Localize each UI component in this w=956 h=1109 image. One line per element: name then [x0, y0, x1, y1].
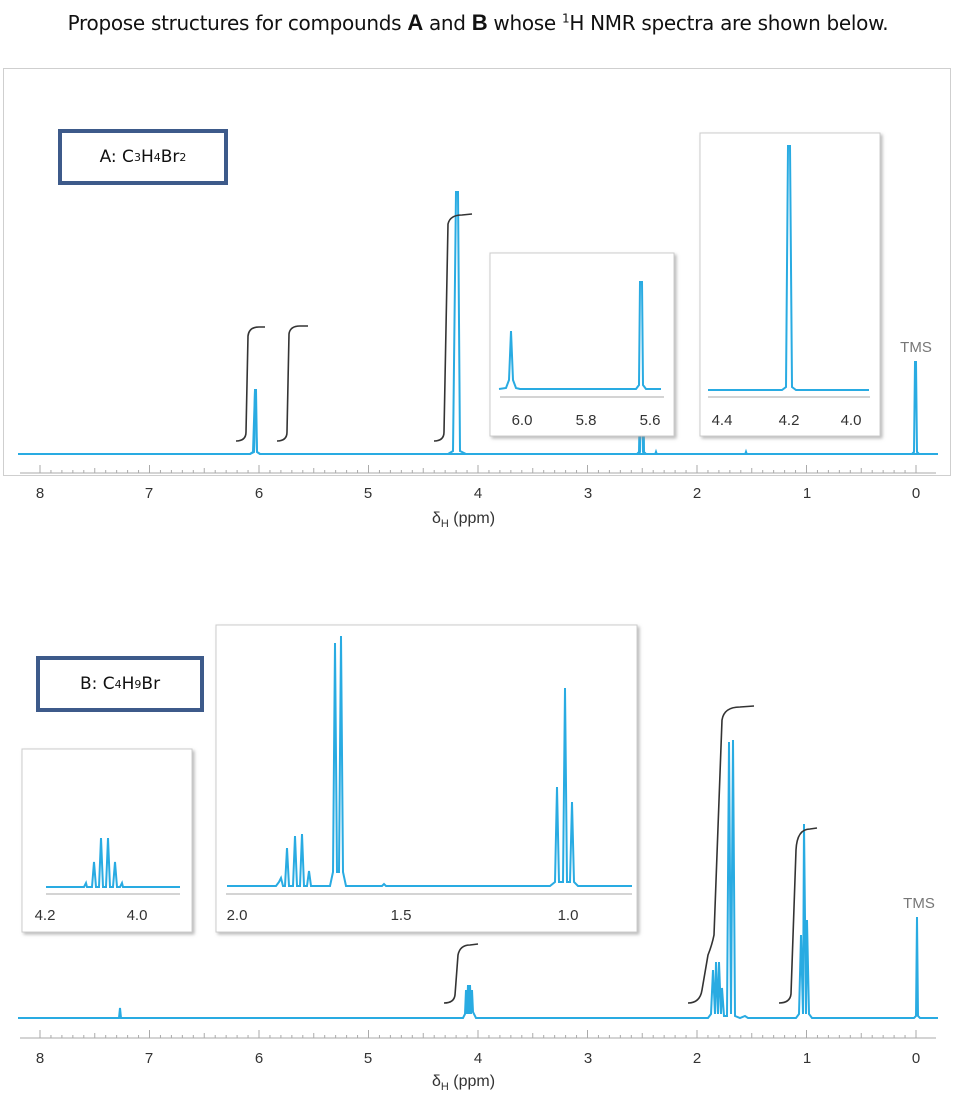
svg-text:5: 5 — [364, 1050, 372, 1067]
inset-a-vinyl — [489, 252, 675, 437]
svg-text:1.5: 1.5 — [391, 907, 412, 924]
question-text: Propose structures for compounds A and B… — [67, 10, 889, 35]
svg-text:4.0: 4.0 — [127, 907, 148, 924]
svg-text:4: 4 — [474, 1050, 482, 1067]
svg-text:5: 5 — [364, 485, 372, 502]
svg-text:5.6: 5.6 — [640, 412, 661, 429]
compound-a-label: A: C 3 H 4 Br 2 — [58, 129, 228, 185]
svg-text:3: 3 — [584, 485, 592, 502]
svg-text:5.8: 5.8 — [576, 412, 597, 429]
spectrum-b-trace — [18, 739, 938, 1020]
x-axis-title-a: δH (ppm) — [432, 510, 496, 531]
svg-text:6: 6 — [255, 485, 263, 502]
x-tick-labels-b: 8 7 6 5 4 3 2 1 0 — [36, 1050, 920, 1067]
compound-b-label: B: C 4 H 9 Br — [36, 656, 204, 712]
svg-text:1.0: 1.0 — [558, 907, 579, 924]
svg-text:4: 4 — [474, 485, 482, 502]
svg-text:1: 1 — [803, 485, 811, 502]
svg-text:4.2: 4.2 — [779, 412, 800, 429]
integral-curves-a — [235, 213, 473, 442]
svg-text:0: 0 — [912, 485, 920, 502]
x-axis-title-b: δH (ppm) — [432, 1073, 496, 1094]
integral-curves-b — [443, 705, 818, 1004]
svg-text:8: 8 — [36, 1050, 44, 1067]
svg-text:7: 7 — [145, 1050, 153, 1067]
svg-text:1: 1 — [803, 1050, 811, 1067]
tms-label-a: TMS — [900, 339, 932, 356]
svg-text:8: 8 — [36, 485, 44, 502]
svg-text:7: 7 — [145, 485, 153, 502]
svg-text:2: 2 — [693, 485, 701, 502]
svg-text:3: 3 — [584, 1050, 592, 1067]
svg-text:0: 0 — [912, 1050, 920, 1067]
x-tick-labels-a: 8 7 6 5 4 3 2 1 0 — [36, 485, 920, 502]
svg-text:2: 2 — [693, 1050, 701, 1067]
svg-text:6: 6 — [255, 1050, 263, 1067]
svg-text:4.0: 4.0 — [841, 412, 862, 429]
svg-text:4.4: 4.4 — [712, 412, 733, 429]
svg-text:2.0: 2.0 — [227, 907, 248, 924]
svg-text:6.0: 6.0 — [512, 412, 533, 429]
svg-text:4.2: 4.2 — [35, 907, 56, 924]
tms-label-b: TMS — [903, 895, 935, 912]
